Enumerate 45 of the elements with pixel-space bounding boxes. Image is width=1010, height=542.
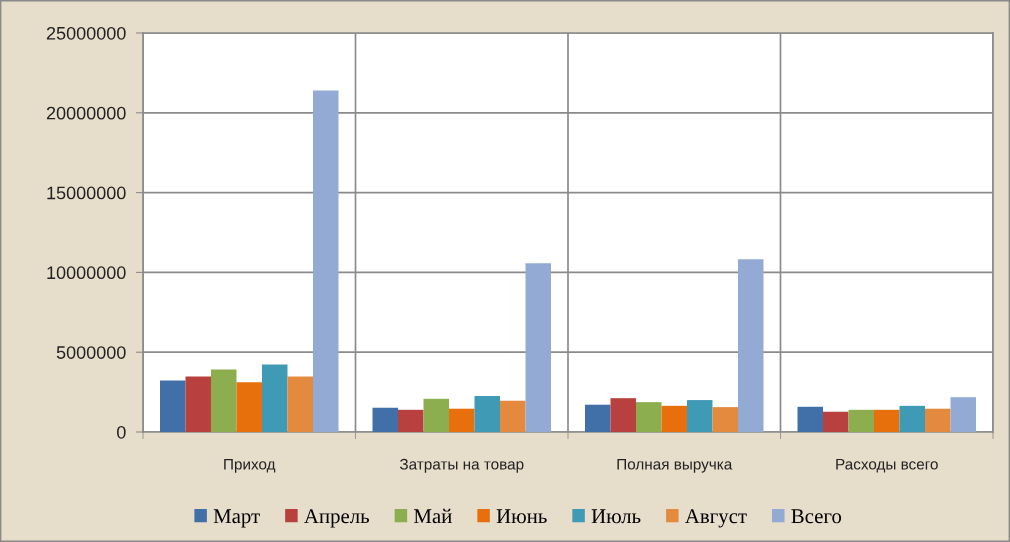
y-tick-label: 15000000 xyxy=(47,186,126,200)
y-tick-label: 0 xyxy=(117,425,126,439)
bar xyxy=(636,402,662,432)
bar xyxy=(823,411,849,432)
legend-label: Апрель xyxy=(304,509,370,528)
bar xyxy=(313,90,339,432)
y-tick-label: 20000000 xyxy=(46,106,126,120)
bar xyxy=(500,400,526,432)
bar xyxy=(848,409,874,432)
bar xyxy=(797,406,823,432)
legend-label: Август xyxy=(685,509,747,528)
legend-label: Всего xyxy=(791,509,842,524)
y-tick-label: 10000000 xyxy=(47,266,126,280)
y-tick-label: 5000000 xyxy=(56,346,126,359)
bar xyxy=(211,369,237,432)
bar xyxy=(661,405,687,432)
bar xyxy=(372,407,398,432)
bar xyxy=(712,407,738,432)
bar xyxy=(474,396,500,432)
bar xyxy=(185,376,211,432)
bar xyxy=(449,408,475,432)
x-tick-label: Приход xyxy=(224,458,276,473)
bar xyxy=(585,404,611,432)
bar xyxy=(423,398,449,432)
y-tick-label: 25000000 xyxy=(46,26,126,40)
x-tick-label: Затраты на товар xyxy=(399,458,524,473)
legend-label: Март xyxy=(213,509,260,528)
bar xyxy=(262,364,288,432)
bar xyxy=(287,376,313,432)
bar xyxy=(925,408,951,432)
legend-label: Май xyxy=(414,508,452,524)
bar xyxy=(525,263,551,432)
bar xyxy=(398,409,424,432)
legend-label: Июль xyxy=(591,509,641,524)
bar xyxy=(236,382,262,432)
legend-label: Июнь xyxy=(496,509,547,524)
bar xyxy=(874,409,900,432)
bar xyxy=(738,259,764,432)
x-tick-label: Полная выручка xyxy=(617,458,733,473)
bar xyxy=(610,398,636,432)
bar xyxy=(687,400,713,432)
bar xyxy=(160,380,186,432)
bar xyxy=(899,405,925,432)
x-tick-label: Расходы всего xyxy=(836,458,938,473)
bar xyxy=(950,397,976,432)
